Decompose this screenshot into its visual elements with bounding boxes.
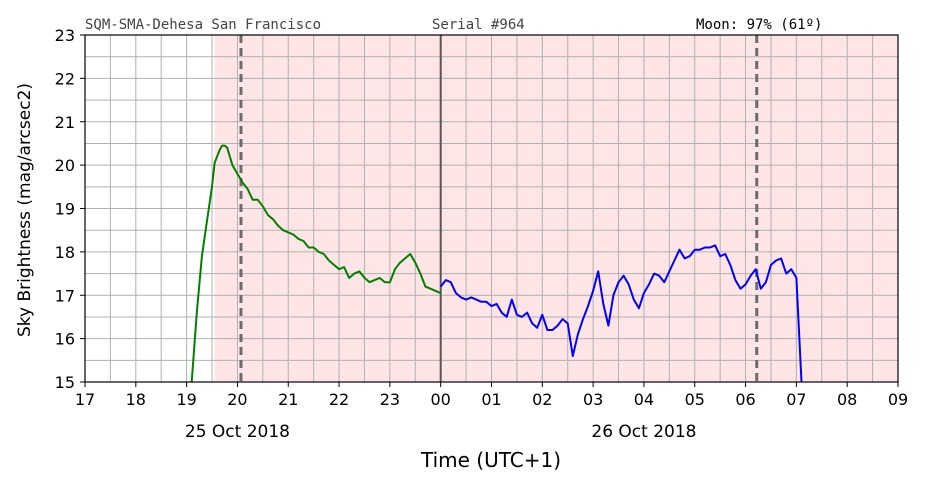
- y-tick-label: 19: [55, 200, 75, 219]
- x-tick-label: 20: [227, 390, 247, 409]
- x-tick-label: 03: [583, 390, 603, 409]
- y-tick-label: 23: [55, 26, 75, 45]
- y-axis-label: Sky Brightness (mag/arcsec2): [15, 83, 35, 337]
- x-tick-label: 01: [481, 390, 501, 409]
- x-tick-label: 06: [735, 390, 755, 409]
- x-tick-label: 02: [532, 390, 552, 409]
- header-serial: Serial #964: [432, 17, 525, 33]
- x-tick-label: 07: [786, 390, 806, 409]
- x-tick-label: 08: [837, 390, 857, 409]
- x-tick-label: 00: [431, 390, 451, 409]
- x-tick-label: 22: [329, 390, 349, 409]
- y-tick-label: 17: [55, 286, 75, 305]
- series-line-1: [190, 144, 442, 382]
- x-tick-label: 19: [176, 390, 196, 409]
- y-tick-label: 15: [55, 373, 75, 392]
- date-label: 26 Oct 2018: [591, 422, 696, 442]
- x-axis-label: Time (UTC+1): [420, 448, 561, 472]
- series-line-2: [439, 244, 803, 382]
- y-tick-label: 18: [55, 243, 75, 262]
- y-tick-label: 22: [55, 69, 75, 88]
- date-label: 25 Oct 2018: [185, 422, 290, 442]
- x-tick-label: 23: [380, 390, 400, 409]
- x-tick-label: 17: [75, 390, 95, 409]
- y-tick-label: 20: [55, 156, 75, 175]
- x-tick-label: 04: [634, 390, 654, 409]
- y-tick-label: 21: [55, 113, 75, 132]
- x-tick-label: 18: [126, 390, 146, 409]
- x-tick-label: 05: [685, 390, 705, 409]
- header-station: SQM-SMA-Dehesa San Francisco: [85, 17, 321, 33]
- header-moon: Moon: 97% (61º): [696, 17, 822, 33]
- y-tick-label: 16: [55, 330, 75, 349]
- x-tick-label: 09: [888, 390, 908, 409]
- x-tick-label: 21: [278, 390, 298, 409]
